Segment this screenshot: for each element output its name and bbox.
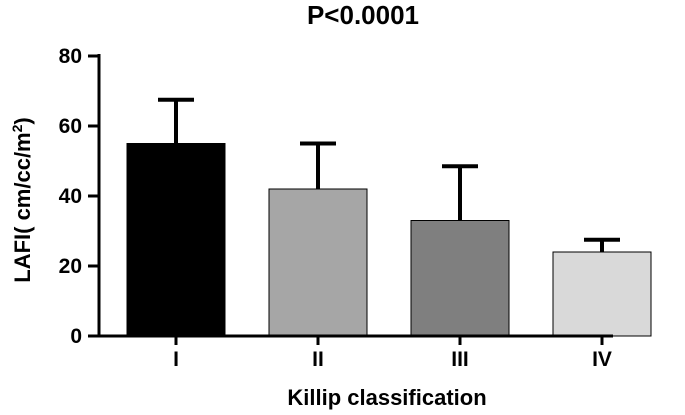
x-tick-label-I: I: [173, 348, 179, 371]
y-tick-label-40: 40: [59, 185, 82, 208]
y-tick-label-80: 80: [59, 45, 82, 68]
x-tick-label-II: II: [312, 348, 324, 371]
y-tick-label-20: 20: [59, 255, 82, 278]
y-tick-label-0: 0: [70, 325, 82, 348]
x-tick-label-IV: IV: [592, 348, 612, 371]
bar-III: [410, 220, 510, 337]
chart-title: P<0.0001: [307, 0, 419, 30]
bar-II: [268, 188, 368, 337]
x-axis-title: Killip classification: [287, 385, 486, 410]
y-tick-label-60: 60: [59, 115, 82, 138]
bar-IV: [552, 251, 652, 337]
x-tick-label-III: III: [451, 348, 469, 371]
y-axis-title: LAFI( cm/cc/m2): [9, 117, 35, 283]
bar-I: [126, 143, 226, 337]
